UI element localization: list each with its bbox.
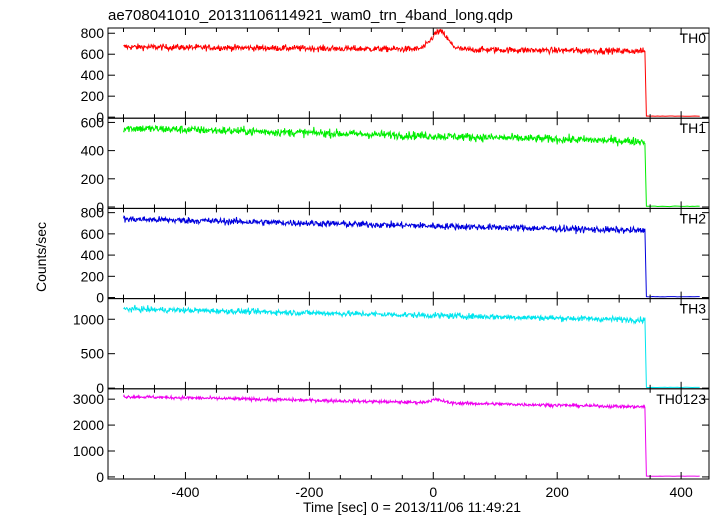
panel-label-th0: TH0	[680, 30, 707, 46]
panel-frame	[107, 388, 710, 480]
panel-label-th2: TH2	[680, 210, 707, 226]
y-axis-label: Counts/sec	[33, 222, 49, 292]
y-tick-label: 2000	[73, 417, 104, 433]
panel-th0123: 0 1000 2000 3000 TH0123	[73, 388, 710, 485]
chart-title: ae708041010_20131106114921_wam0_trn_4ban…	[108, 7, 513, 24]
y-tick-label: 0	[96, 290, 104, 306]
y-tick-label: 0	[96, 109, 104, 125]
panel-label-th1: TH1	[680, 120, 707, 136]
series-line-th1	[123, 124, 700, 208]
y-tick-label: 0	[96, 199, 104, 215]
series-line-th3	[123, 304, 700, 389]
panel-frame	[107, 27, 710, 119]
y-tick-label: 500	[81, 346, 105, 362]
x-tick-label: -200	[295, 484, 323, 500]
panel-th0: 0 200 400 600 800 TH0	[81, 25, 710, 125]
y-tick-label: 1000	[73, 443, 104, 459]
y-tick-label: 200	[81, 268, 105, 284]
panels-group: 0 200 400 600 800 TH0 0 200 400 600 TH1 0 200 400 600 8…	[73, 25, 710, 485]
x-axis-ticks: -400 -200 0 200 400	[171, 484, 693, 500]
panel-label-th3: TH3	[680, 301, 707, 317]
y-tick-label: 800	[81, 205, 105, 221]
x-tick-label: 0	[429, 484, 437, 500]
y-tick-label: 400	[81, 247, 105, 263]
x-axis-label: Time [sec] 0 = 2013/11/06 11:49:21	[303, 499, 521, 515]
y-tick-label: 3000	[73, 391, 104, 407]
series-line-th0	[123, 28, 700, 117]
y-tick-label: 400	[81, 67, 105, 83]
series-line-th2	[123, 215, 700, 298]
y-tick-label: 200	[81, 171, 105, 187]
panel-label-th0123: TH0123	[656, 391, 706, 407]
y-tick-label: 0	[96, 380, 104, 396]
y-tick-label: 200	[81, 88, 105, 104]
y-tick-label: 600	[81, 226, 105, 242]
panel-th2: 0 200 400 600 800 TH2	[81, 205, 710, 306]
y-tick-label: 800	[81, 25, 105, 41]
x-tick-label: 200	[546, 484, 570, 500]
panel-th1: 0 200 400 600 TH1	[81, 114, 710, 215]
x-tick-label: 400	[669, 484, 693, 500]
x-tick-label: -400	[171, 484, 199, 500]
y-tick-label: 400	[81, 143, 105, 159]
series-line-th0123	[123, 394, 700, 477]
y-tick-label: 1000	[73, 311, 104, 327]
y-tick-label: 0	[96, 469, 104, 485]
y-tick-label: 600	[81, 46, 105, 62]
panel-th3: 0 500 1000 TH3	[73, 298, 710, 396]
y-tick-label: 600	[81, 114, 105, 130]
